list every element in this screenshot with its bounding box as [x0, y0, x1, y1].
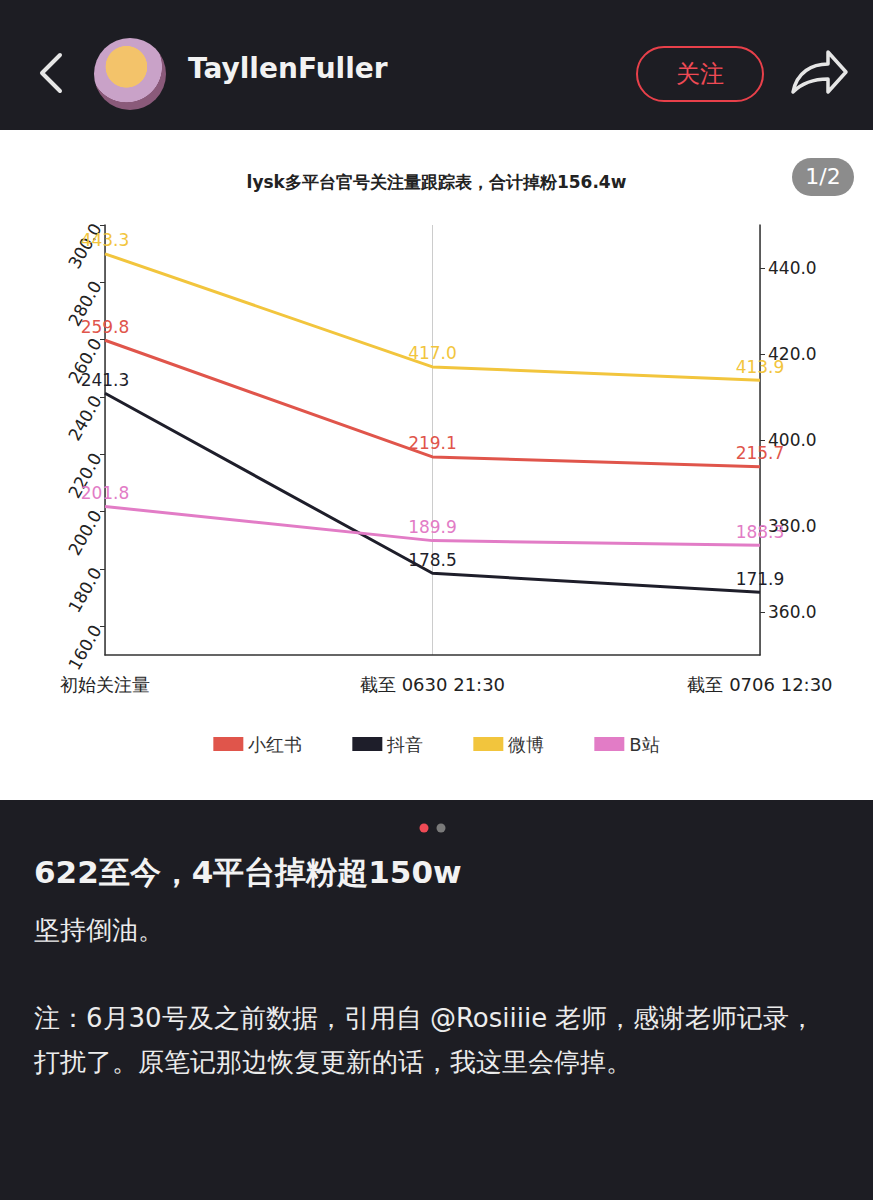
svg-text:440.0: 440.0 [768, 258, 817, 278]
svg-text:241.3: 241.3 [81, 370, 130, 390]
svg-text:417.0: 417.0 [408, 343, 457, 363]
svg-text:188.3: 188.3 [736, 522, 785, 542]
html-text:622至今，4平台掉粉超150w: 622至今，4平台掉粉超150w [34, 854, 462, 890]
svg-text:抖音: 抖音 [386, 734, 423, 755]
svg-text:300.0: 300.0 [64, 220, 106, 273]
svg-text:240.0: 240.0 [64, 392, 106, 444]
svg-text:160.0: 160.0 [64, 621, 106, 673]
html-text:TayllenFuller: TayllenFuller [188, 52, 388, 85]
svg-text:201.8: 201.8 [81, 483, 130, 503]
svg-text:280.0: 280.0 [64, 277, 106, 330]
svg-text:小红书: 小红书 [248, 734, 302, 755]
svg-text:260.0: 260.0 [64, 334, 106, 387]
html-text:关注: 关注 [676, 60, 724, 88]
html-text:1/2: 1/2 [805, 164, 841, 189]
svg-text:B站: B站 [629, 734, 659, 755]
svg-text:189.9: 189.9 [408, 517, 457, 537]
svg-text:380.0: 380.0 [768, 516, 817, 536]
svg-text:180.0: 180.0 [64, 564, 106, 616]
html-text:坚持倒油。: 坚持倒油。 [34, 915, 164, 945]
svg-text:lysk多平台官号关注量跟踪表，合计掉粉156.4w: lysk多平台官号关注量跟踪表，合计掉粉156.4w [247, 172, 627, 192]
svg-text:171.9: 171.9 [736, 569, 785, 589]
svg-text:215.7: 215.7 [736, 443, 785, 463]
svg-text:截至 0706 12:30: 截至 0706 12:30 [687, 674, 832, 695]
svg-text:初始关注量: 初始关注量 [60, 674, 150, 695]
html-text:注：6月30号及之前数据，引用自 @Rosiiiie 老师，: 注：6月30号及之前数据，引用自 @Rosiiiie 老师，感谢老师记录，打扰了… [34, 1003, 816, 1077]
svg-text:219.1: 219.1 [408, 433, 457, 453]
svg-text:178.5: 178.5 [408, 550, 457, 570]
svg-text:200.0: 200.0 [64, 507, 106, 559]
svg-text:443.3: 443.3 [81, 230, 130, 250]
svg-text:微博: 微博 [508, 734, 544, 755]
svg-text:截至 0630 21:30: 截至 0630 21:30 [360, 674, 505, 695]
svg-text:420.0: 420.0 [768, 344, 817, 364]
svg-text:259.8: 259.8 [81, 317, 130, 337]
svg-text:413.9: 413.9 [736, 357, 785, 377]
svg-text:400.0: 400.0 [768, 430, 817, 450]
svg-text:360.0: 360.0 [768, 602, 817, 622]
svg-text:220.0: 220.0 [64, 449, 106, 502]
